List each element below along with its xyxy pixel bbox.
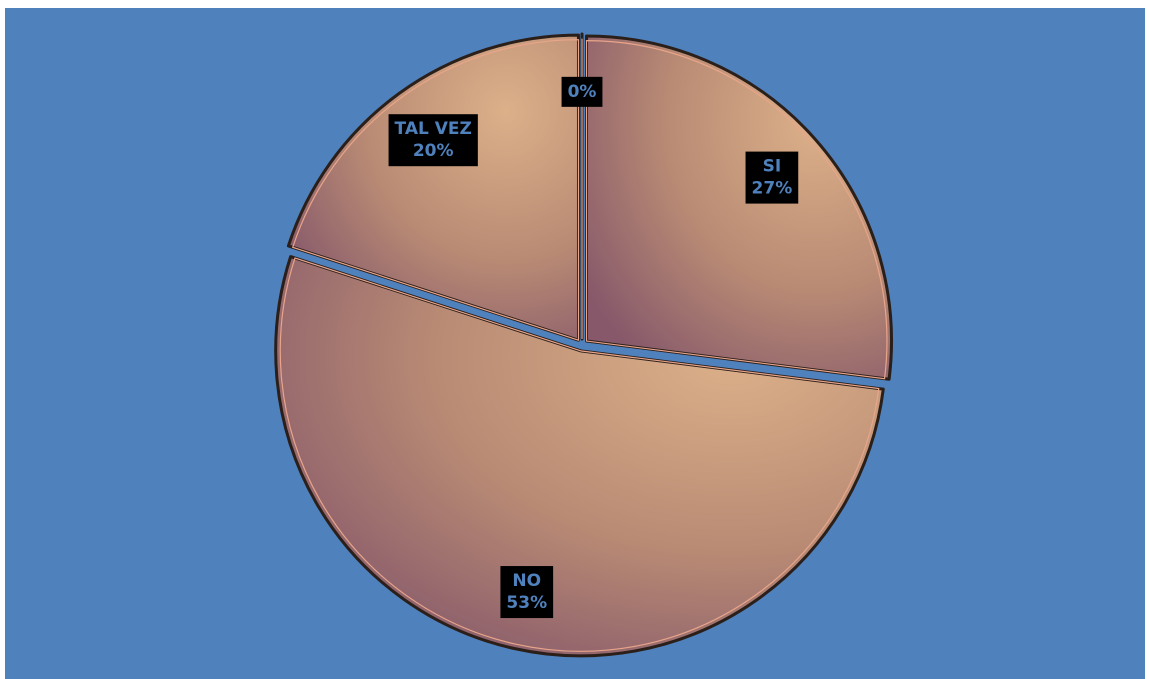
data-label-value: 0% bbox=[568, 82, 597, 102]
pie-slice bbox=[585, 34, 893, 381]
pie-slice bbox=[286, 33, 580, 342]
pie-slice-edge bbox=[585, 40, 888, 380]
data-label-category: TAL VEZ bbox=[395, 119, 472, 139]
data-label-value: 27% bbox=[752, 179, 793, 199]
pie-slice-edge bbox=[279, 257, 880, 652]
data-label-box bbox=[745, 151, 799, 204]
pie bbox=[274, 32, 893, 658]
data-label-box bbox=[561, 76, 603, 107]
data-label-value: 20% bbox=[413, 141, 454, 161]
data-label-category: SI bbox=[763, 157, 782, 177]
pie-slice-edge bbox=[292, 39, 580, 341]
data-label-box bbox=[388, 114, 478, 167]
pie-slice bbox=[274, 255, 885, 658]
data-label-category: NO bbox=[512, 571, 541, 591]
data-label: 0% bbox=[561, 76, 603, 107]
data-label-box bbox=[500, 566, 554, 619]
data-label-value: 53% bbox=[506, 593, 547, 613]
